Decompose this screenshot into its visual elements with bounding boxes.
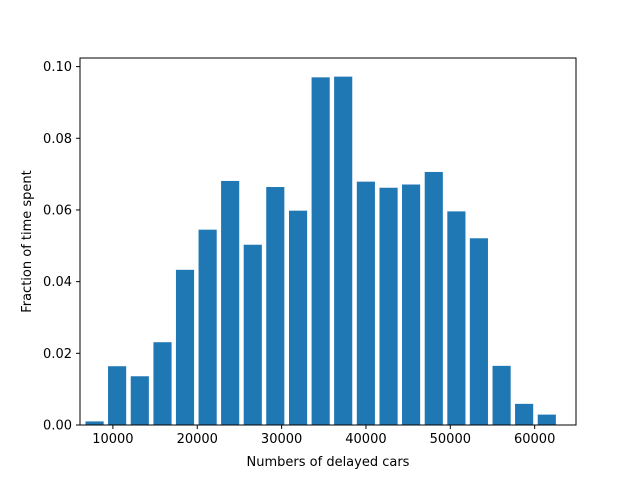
bar	[85, 421, 104, 425]
y-tick-label: 0.06	[43, 203, 72, 218]
bar	[221, 180, 240, 425]
bar	[130, 376, 149, 425]
bar	[311, 77, 330, 425]
y-axis-label: Fraction of time spent	[20, 170, 35, 313]
bar	[447, 211, 466, 425]
bar	[175, 269, 195, 425]
bar	[108, 366, 127, 425]
y-tick-label: 0.10	[43, 60, 72, 75]
bar	[424, 171, 443, 425]
bar	[515, 403, 534, 425]
x-axis-ticks: 10000 20000 30000 40000 50000 60000	[92, 425, 555, 447]
x-axis-label: Numbers of delayed cars	[247, 455, 410, 470]
x-tick-label: 20000	[177, 432, 218, 447]
x-tick-label: 40000	[345, 432, 386, 447]
bar	[198, 229, 217, 425]
bar	[243, 244, 262, 425]
bar	[356, 181, 375, 425]
y-tick-label: 0.02	[43, 347, 72, 362]
bar	[537, 414, 556, 425]
y-axis-ticks: 0.00 0.02 0.04 0.06 0.08 0.10	[43, 60, 80, 434]
bar	[379, 187, 398, 425]
x-tick-label: 30000	[261, 432, 302, 447]
bar-series	[85, 76, 556, 425]
y-tick-label: 0.00	[43, 419, 72, 434]
plot-frame	[79, 57, 577, 426]
x-tick-label: 10000	[92, 432, 133, 447]
bar	[334, 76, 353, 425]
bar	[288, 210, 308, 425]
bar	[492, 365, 511, 425]
bar	[469, 238, 488, 425]
y-tick-label: 0.04	[43, 275, 72, 290]
x-tick-label: 50000	[430, 432, 471, 447]
bar	[402, 184, 421, 425]
bar	[153, 342, 172, 425]
x-tick-label: 60000	[514, 432, 555, 447]
y-tick-label: 0.08	[43, 132, 72, 147]
bar	[266, 187, 285, 425]
